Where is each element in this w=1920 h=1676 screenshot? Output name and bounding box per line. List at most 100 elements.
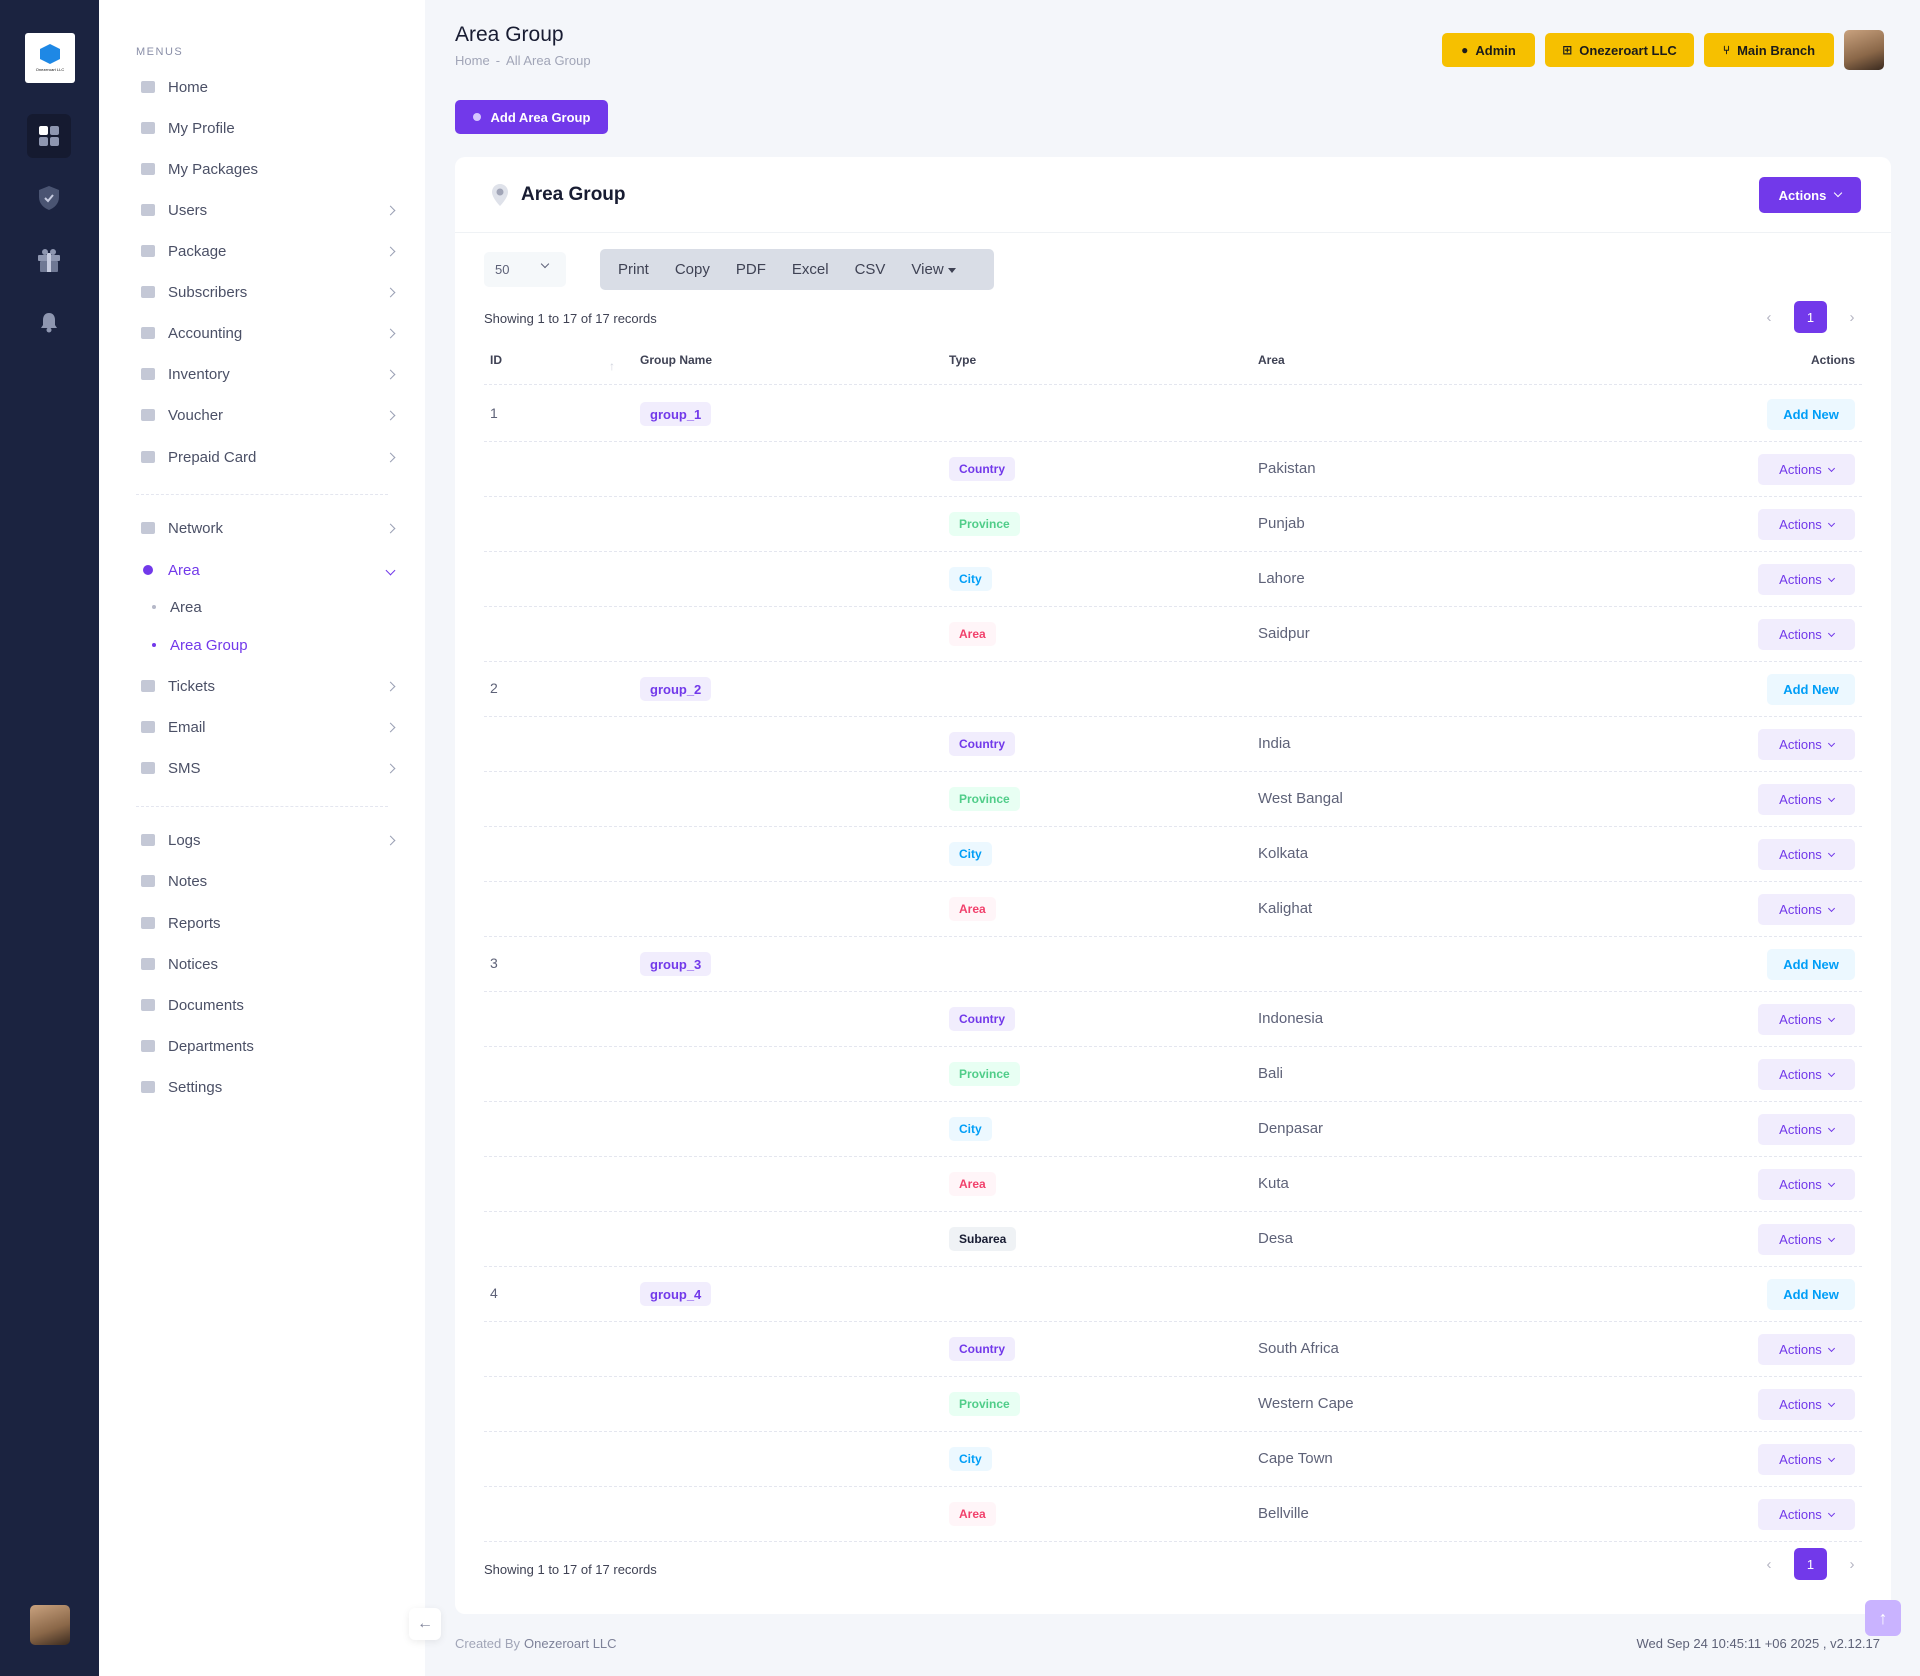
sidebar-item-prepaid-card[interactable]: Prepaid Card (140, 442, 400, 472)
add-new-button[interactable]: Add New (1767, 674, 1855, 705)
gift-icon[interactable] (27, 238, 71, 282)
row-actions-label: Actions (1779, 1232, 1822, 1247)
copy-button[interactable]: Copy (674, 261, 710, 278)
row-actions-button[interactable]: Actions (1758, 1389, 1855, 1420)
sidebar-item-logs[interactable]: Logs (140, 825, 400, 855)
prev-page-icon[interactable]: ‹ (1766, 308, 1772, 326)
sidebar-item-notes[interactable]: Notes (140, 866, 400, 896)
column-id[interactable]: ID (490, 353, 502, 367)
sidebar-subitem-area[interactable]: Area (152, 593, 202, 621)
row-actions-button[interactable]: Actions (1758, 619, 1855, 650)
breadcrumb-home[interactable]: Home (455, 53, 490, 68)
admin-button[interactable]: ● Admin (1442, 33, 1535, 67)
card-actions-button[interactable]: Actions (1759, 177, 1861, 213)
row-actions-button[interactable]: Actions (1758, 1224, 1855, 1255)
chevron-down-icon (1827, 794, 1835, 802)
brand-logo[interactable]: Onezeroart LLC (25, 33, 75, 83)
collapse-sidebar-button[interactable]: ← (409, 1608, 441, 1640)
sidebar-item-notices[interactable]: Notices (140, 949, 400, 979)
sidebar-item-email[interactable]: Email (140, 712, 400, 742)
row-actions-button[interactable]: Actions (1758, 1059, 1855, 1090)
row-actions-button[interactable]: Actions (1758, 564, 1855, 595)
row-actions-button[interactable]: Actions (1758, 839, 1855, 870)
add-new-button[interactable]: Add New (1767, 399, 1855, 430)
sidebar-item-my-packages[interactable]: My Packages (140, 154, 400, 184)
sidebar-subitem-area-group[interactable]: Area Group (152, 631, 248, 659)
sidebar-item-label: Network (168, 519, 224, 537)
column-type[interactable]: Type (949, 353, 977, 367)
sidebar-item-users[interactable]: Users (140, 195, 400, 225)
row-actions-button[interactable]: Actions (1758, 454, 1855, 485)
row-actions-button[interactable]: Actions (1758, 1169, 1855, 1200)
sidebar-item-area[interactable]: Area (140, 555, 400, 585)
page-length-select[interactable]: 50 (484, 252, 566, 287)
sidebar-item-settings[interactable]: Settings (140, 1072, 400, 1102)
page-button-1[interactable]: 1 (1794, 301, 1827, 333)
sidebar-item-network[interactable]: Network (140, 513, 400, 543)
type-badge: City (949, 1447, 992, 1471)
row-actions-button[interactable]: Actions (1758, 1444, 1855, 1475)
add-new-button[interactable]: Add New (1767, 1279, 1855, 1310)
next-page-icon[interactable]: › (1849, 308, 1855, 326)
chevron-right-icon (385, 835, 396, 845)
row-actions-button[interactable]: Actions (1758, 1334, 1855, 1365)
sidebar-item-tickets[interactable]: Tickets (140, 671, 400, 701)
page-button-1[interactable]: 1 (1794, 1548, 1827, 1580)
branch-button[interactable]: ⑂ Main Branch (1704, 33, 1834, 67)
chevron-down-icon (1827, 1014, 1835, 1022)
sidebar-item-package[interactable]: Package (140, 236, 400, 266)
logo-text: Onezeroart LLC (35, 67, 65, 72)
bell-icon[interactable] (27, 300, 71, 344)
add-area-group-button[interactable]: Add Area Group (455, 100, 608, 134)
row-actions-button[interactable]: Actions (1758, 1499, 1855, 1530)
sidebar-item-label: Documents (168, 996, 244, 1014)
sidebar-item-documents[interactable]: Documents (140, 990, 400, 1020)
add-new-button[interactable]: Add New (1767, 949, 1855, 980)
sidebar-item-accounting[interactable]: Accounting (140, 318, 400, 348)
row-actions-button[interactable]: Actions (1758, 509, 1855, 540)
user-avatar[interactable] (30, 1605, 70, 1645)
view-button[interactable]: View (898, 261, 968, 278)
dashboard-icon[interactable] (27, 114, 71, 158)
chevron-right-icon (385, 287, 396, 297)
area-name: South Africa (1258, 1340, 1339, 1357)
card-actions-label: Actions (1778, 187, 1827, 203)
sidebar-item-subscribers[interactable]: Subscribers (140, 277, 400, 307)
header-avatar[interactable] (1844, 30, 1884, 70)
row-actions-button[interactable]: Actions (1758, 729, 1855, 760)
sort-icon[interactable]: ↑ (609, 359, 615, 373)
menu-divider (136, 806, 388, 807)
row-actions-button[interactable]: Actions (1758, 1004, 1855, 1035)
column-group-name[interactable]: Group Name (640, 353, 713, 367)
chevron-right-icon (385, 369, 396, 379)
sidebar-item-inventory[interactable]: Inventory (140, 359, 400, 389)
print-button[interactable]: Print (618, 261, 649, 278)
table-row-group: 2 group_2 Add New (484, 662, 1862, 717)
row-actions-button[interactable]: Actions (1758, 1114, 1855, 1145)
scroll-top-button[interactable]: ↑ (1865, 1600, 1901, 1636)
sidebar-item-voucher[interactable]: Voucher (140, 400, 400, 430)
chevron-down-icon (1827, 519, 1835, 527)
footer-company-link[interactable]: Onezeroart LLC (524, 1636, 617, 1651)
sidebar-item-my-profile[interactable]: My Profile (140, 113, 400, 143)
pdf-button[interactable]: PDF (735, 261, 766, 278)
company-button[interactable]: ⊞ Onezeroart LLC (1545, 33, 1694, 67)
row-actions-button[interactable]: Actions (1758, 784, 1855, 815)
shield-check-icon[interactable] (27, 176, 71, 220)
prev-page-icon[interactable]: ‹ (1766, 1555, 1772, 1573)
sidebar-item-home[interactable]: Home (140, 72, 400, 102)
table-row: Subarea Desa Actions (484, 1212, 1862, 1267)
row-actions-button[interactable]: Actions (1758, 894, 1855, 925)
card-header: Area Group Actions (455, 157, 1891, 233)
sidebar-item-reports[interactable]: Reports (140, 908, 400, 938)
csv-button[interactable]: CSV (854, 261, 886, 278)
area-name: Kalighat (1258, 900, 1313, 917)
row-id: 3 (490, 955, 498, 971)
next-page-icon[interactable]: › (1849, 1555, 1855, 1573)
sidebar-item-departments[interactable]: Departments (140, 1031, 400, 1061)
card-title: Area Group (521, 184, 626, 205)
group-name-badge: group_2 (640, 677, 712, 701)
column-area[interactable]: Area (1258, 353, 1285, 367)
excel-button[interactable]: Excel (791, 261, 829, 278)
sidebar-item-sms[interactable]: SMS (140, 753, 400, 783)
